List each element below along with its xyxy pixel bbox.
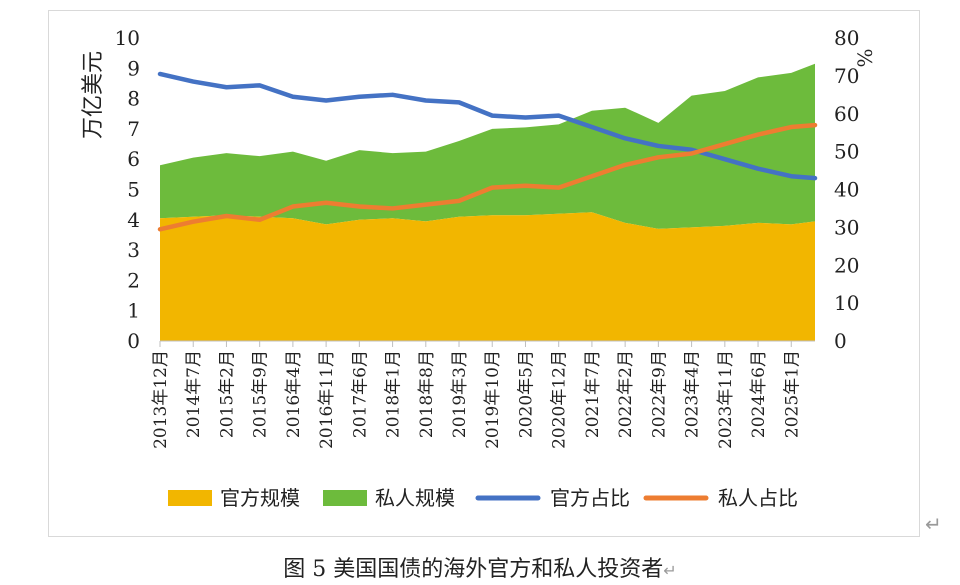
legend-private-share: 私人占比	[643, 486, 798, 510]
caption-text: 图 5 美国国债的海外官方和私人投资者	[283, 557, 664, 582]
y-left-tick-label: 10	[115, 26, 140, 50]
legend-private-scale-label: 私人规模	[375, 486, 455, 510]
y-right-tick-label: 50	[834, 140, 859, 164]
legend-official-scale: 官方规模	[168, 486, 300, 510]
y-left-tick-label: 7	[127, 117, 140, 141]
return-mark-icon: ↵	[925, 512, 942, 536]
x-tick-label: 2018年1月	[384, 350, 404, 438]
y-left-tick-label: 5	[127, 178, 140, 202]
x-tick-label: 2025年1月	[782, 350, 802, 438]
x-tick-label: 2018年8月	[417, 350, 437, 438]
y-right-tick-label: 80	[834, 26, 859, 50]
y-right-tick-label: 60	[834, 102, 859, 126]
x-tick-label: 2019年10月	[483, 350, 503, 449]
y-left-tick-label: 9	[127, 56, 140, 80]
y-left-tick-label: 3	[127, 238, 140, 262]
x-tick-label: 2021年7月	[583, 350, 603, 438]
x-tick-label: 2015年9月	[251, 350, 271, 438]
x-tick-label: 2020年12月	[550, 350, 570, 449]
x-tick-label: 2023年11月	[716, 350, 736, 449]
chart-frame	[48, 10, 920, 537]
official-share-line	[157, 71, 818, 181]
private-share-line	[157, 122, 818, 232]
y-left-tick-label: 6	[127, 147, 140, 171]
x-tick-label: 2024年6月	[749, 350, 769, 438]
x-tick-label: 2023年4月	[683, 350, 703, 438]
legend-official-scale-swatch	[168, 490, 212, 506]
x-tick-label: 2016年11月	[317, 350, 337, 449]
y-right-tick-label: 0	[834, 329, 847, 353]
y-left-tick-label: 4	[127, 208, 140, 232]
y-left-tick-label: 8	[127, 87, 140, 111]
y-right-axis-label: %	[853, 48, 877, 67]
y-left-tick-label: 0	[127, 329, 140, 353]
x-tick-label: 2022年9月	[649, 350, 669, 438]
legend-official-share-label: 官方占比	[550, 486, 630, 510]
y-right-tick-label: 40	[834, 178, 859, 202]
figure-caption: 图 5 美国国债的海外官方和私人投资者↵	[0, 551, 960, 583]
x-tick-label: 2016年4月	[284, 350, 304, 438]
y-left-tick-label: 2	[127, 268, 140, 292]
legend-private-scale: 私人规模	[323, 486, 455, 510]
x-tick-label: 2019年3月	[450, 350, 470, 438]
y-left-axis-label: 万亿美元	[81, 51, 106, 139]
official-scale-area	[160, 212, 815, 341]
x-tick-label: 2014年7月	[184, 350, 204, 438]
y-left-tick-label: 1	[127, 299, 140, 323]
legend-official-scale-label: 官方规模	[220, 486, 300, 510]
y-right-tick-label: 20	[834, 253, 859, 277]
x-tick-label: 2022年2月	[616, 350, 636, 438]
private-scale-area	[160, 63, 815, 229]
x-tick-label: 2020年5月	[516, 350, 536, 438]
y-right-tick-label: 30	[834, 215, 859, 239]
legend-private-scale-swatch	[323, 490, 367, 506]
y-right-tick-label: 10	[834, 291, 859, 315]
x-tick-label: 2015年2月	[217, 350, 237, 438]
x-tick-label: 2013年12月	[151, 350, 171, 449]
x-tick-label: 2017年6月	[350, 350, 370, 438]
y-right-tick-label: 70	[834, 64, 859, 88]
legend-official-share: 官方占比	[475, 486, 630, 510]
return-mark-icon: ↵	[663, 561, 677, 580]
legend-private-share-label: 私人占比	[718, 486, 798, 510]
